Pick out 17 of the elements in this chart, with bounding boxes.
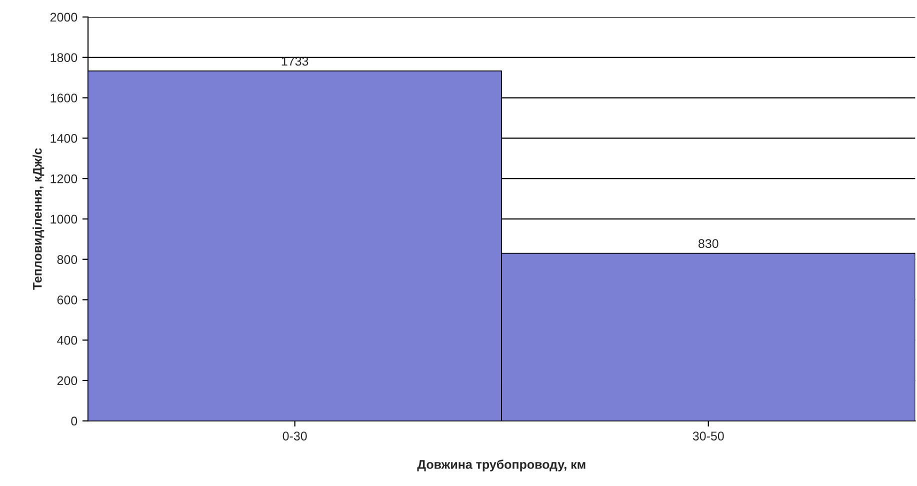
y-axis-title: Тепловиділення, кДж/с xyxy=(32,148,44,290)
x-tick-label: 0-30 xyxy=(282,432,307,440)
y-tick-label: 1600 xyxy=(50,94,78,102)
y-tick-label: 400 xyxy=(57,336,78,345)
y-tick-label: 2000 xyxy=(50,12,78,22)
y-tick-label: 1800 xyxy=(50,53,78,62)
y-tick-label: 200 xyxy=(57,376,78,386)
y-tick-label: 0 xyxy=(71,416,78,426)
y-tick-label: 600 xyxy=(57,296,78,304)
x-tick-label: 30-50 xyxy=(692,432,724,440)
y-tick-label: 1400 xyxy=(50,134,78,143)
y-tick-label: 800 xyxy=(57,255,78,264)
x-axis-title: Довжина трубопроводу, км xyxy=(417,460,586,472)
y-tick-label: 1200 xyxy=(50,174,78,184)
y-tick-label: 1000 xyxy=(50,214,78,224)
data-label: 830 xyxy=(698,239,718,248)
data-label: 1733 xyxy=(282,56,308,66)
